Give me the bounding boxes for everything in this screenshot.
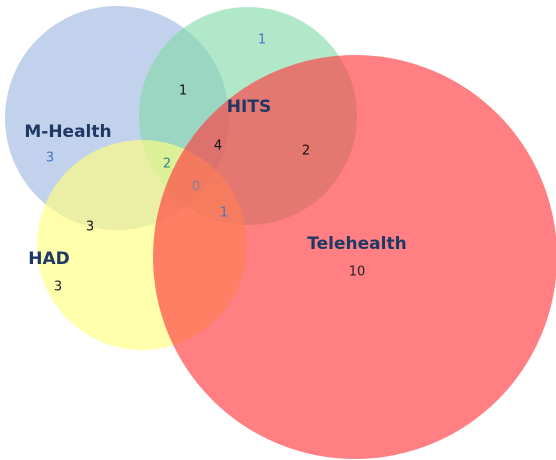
set-count: 10 bbox=[349, 265, 366, 280]
overlap-count: 3 bbox=[86, 220, 94, 235]
set-count: 1 bbox=[258, 33, 266, 48]
overlap-count: 2 bbox=[163, 157, 171, 172]
set-count: 3 bbox=[54, 280, 62, 295]
overlap-count: 2 bbox=[302, 144, 310, 159]
overlap-count: 4 bbox=[214, 139, 222, 154]
telehealth-circle bbox=[153, 55, 556, 459]
set-label: HITS bbox=[227, 97, 271, 117]
set-label: Telehealth bbox=[307, 234, 406, 254]
set-label: HAD bbox=[28, 249, 70, 269]
overlap-count: 1 bbox=[179, 84, 187, 99]
overlap-count: 1 bbox=[220, 206, 228, 221]
overlap-count: 0 bbox=[192, 180, 200, 195]
set-count: 3 bbox=[46, 151, 54, 166]
set-label: M-Health bbox=[24, 122, 111, 142]
